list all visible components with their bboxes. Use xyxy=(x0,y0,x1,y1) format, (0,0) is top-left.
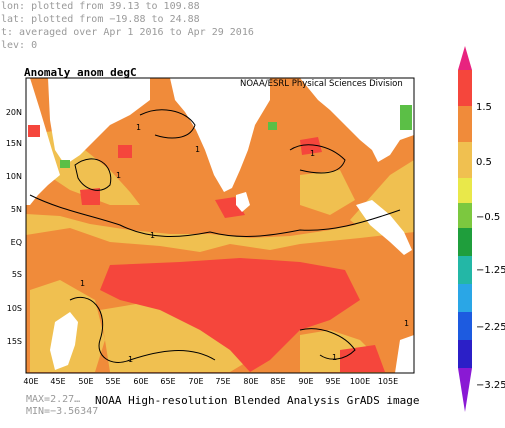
lon-tick-label: 80E xyxy=(243,377,258,386)
contour-label: 1 xyxy=(404,319,409,328)
lat-tick-label: 20N xyxy=(6,108,22,117)
level-text: lev: 0 xyxy=(1,40,38,51)
colorbar-label: −1.25 xyxy=(476,265,505,276)
cool-anomaly-region xyxy=(100,300,250,372)
colorbar-swatch xyxy=(458,70,472,106)
lat-tick-label: 5S xyxy=(12,270,22,279)
map-title: Anomaly anom degC xyxy=(24,66,137,79)
lon-tick-label: 55E xyxy=(105,377,120,386)
min-value: MIN=−3.56347 xyxy=(26,406,99,417)
warm-anomaly-region xyxy=(300,137,322,155)
warm-anomaly-region xyxy=(80,188,100,205)
colorbar-swatch xyxy=(458,312,472,340)
lat-tick-label: EQ xyxy=(11,238,22,247)
lon-tick-label: 70E xyxy=(188,377,203,386)
colorbar-swatch xyxy=(458,203,472,228)
lon-tick-label: 100E xyxy=(350,377,370,386)
madagascar-landmass xyxy=(50,312,78,370)
colorbar-swatch xyxy=(458,284,472,312)
cool-anomaly-region xyxy=(26,214,414,252)
colorbar-label: 1.5 xyxy=(476,102,492,113)
contour-label: 1 xyxy=(136,123,141,132)
lon-tick-label: 75E xyxy=(215,377,230,386)
contour-line xyxy=(69,296,216,363)
contour-line xyxy=(29,194,401,237)
contour-line xyxy=(299,328,356,360)
colorbar-swatch xyxy=(458,106,472,142)
green-anomaly-region xyxy=(400,105,412,130)
lon-tick-label: 90E xyxy=(298,377,313,386)
lon-tick-label: 105E xyxy=(378,377,398,386)
colorbar-top-arrow xyxy=(458,46,472,70)
lon-tick-label: 65E xyxy=(160,377,175,386)
sri-lanka-landmass xyxy=(236,192,250,212)
color-bar: 1.5 0.5 −0.5 −1.25 −2.25 −3.25 xyxy=(458,46,505,412)
colorbar-swatch xyxy=(458,256,472,284)
lon-tick-label: 50E xyxy=(78,377,93,386)
lat-tick-label: 15N xyxy=(6,139,22,148)
australia-landmass xyxy=(395,335,414,373)
myanmar-landmass xyxy=(300,78,414,162)
africa-landmass xyxy=(26,78,60,205)
footer-caption: NOAA High-resolution Blended Analysis Gr… xyxy=(95,394,420,407)
red-anomaly-region xyxy=(28,125,40,137)
lat-tick-label: 10N xyxy=(6,172,22,181)
contour-line xyxy=(289,144,346,174)
colorbar-label: −3.25 xyxy=(476,380,505,391)
arabia-landmass xyxy=(48,78,150,165)
colorbar-swatch xyxy=(458,228,472,256)
lat-tick-label: 10S xyxy=(7,304,22,313)
contour-label: 1 xyxy=(150,231,155,240)
credit-text: NOAA/ESRL Physical Sciences Division xyxy=(240,79,403,89)
green-anomaly-region xyxy=(60,160,70,168)
map-frame xyxy=(25,77,415,374)
lon-tick-label: 95E xyxy=(325,377,340,386)
contour-label: 1 xyxy=(310,149,315,158)
time-range-text: t: averaged over Apr 1 2016 to Apr 29 20… xyxy=(1,27,254,38)
lon-tick-label: 85E xyxy=(270,377,285,386)
contour-label: 1 xyxy=(116,171,121,180)
lon-tick-label: 40E xyxy=(23,377,38,386)
warm-anomaly-region xyxy=(340,345,385,372)
india-landmass xyxy=(170,78,270,192)
longitude-axis: 40E 45E 50E 55E 60E 65E 70E 75E 80E 85E … xyxy=(23,377,398,386)
contour-line xyxy=(74,158,112,191)
warm-anomaly-region xyxy=(100,258,360,372)
colorbar-swatch xyxy=(458,142,472,178)
colorbar-swatch xyxy=(458,340,472,368)
contour-label: 1 xyxy=(195,145,200,154)
lon-range-text: lon: plotted from 39.13 to 109.88 xyxy=(1,1,200,12)
colorbar-label: −0.5 xyxy=(476,212,500,223)
colorbar-bottom-arrow xyxy=(458,368,472,412)
colorbar-swatch xyxy=(458,178,472,203)
lat-range-text: lat: plotted from −19.88 to 24.88 xyxy=(1,14,200,25)
lon-tick-label: 45E xyxy=(50,377,65,386)
contour-label: 1 xyxy=(80,279,85,288)
cool-anomaly-region xyxy=(26,130,140,205)
lat-tick-label: 5N xyxy=(11,205,22,214)
lat-tick-label: 15S xyxy=(7,337,22,346)
contour-label: 1 xyxy=(128,355,133,364)
cool-anomaly-region xyxy=(300,170,355,215)
sumatra-landmass xyxy=(356,200,412,255)
colorbar-label: 0.5 xyxy=(476,157,492,168)
warm-anomaly-region xyxy=(118,145,132,158)
green-anomaly-region xyxy=(268,122,277,130)
latitude-axis: 20N 15N 10N 5N EQ 5S 10S 15S xyxy=(6,108,22,346)
contour-label: 1 xyxy=(332,353,337,362)
lon-tick-label: 60E xyxy=(133,377,148,386)
max-value: MAX=2.27… xyxy=(26,394,81,405)
contour-line xyxy=(139,109,196,139)
colorbar-label: −2.25 xyxy=(476,322,505,333)
